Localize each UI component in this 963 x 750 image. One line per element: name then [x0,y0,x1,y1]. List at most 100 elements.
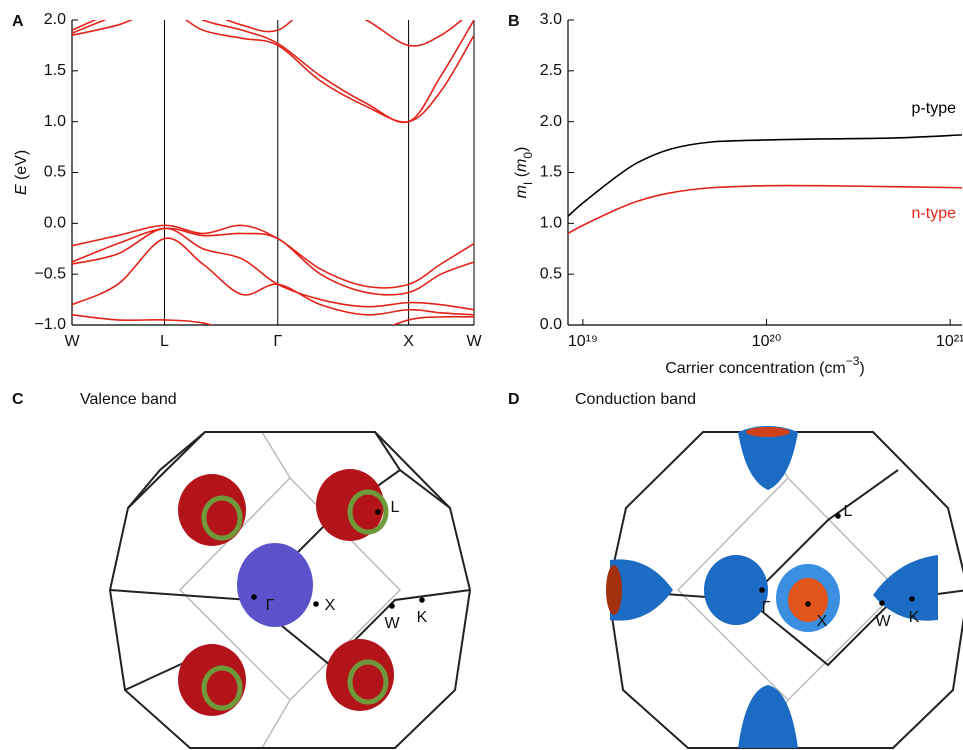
series-line [568,134,962,217]
bz-inner [261,699,291,749]
k-point-label: L [391,499,400,516]
x-tick-label: W [64,333,80,350]
k-point-label: K [417,609,428,626]
bz-valence [108,431,472,749]
pocket-core [746,427,790,437]
pocket-ring [201,665,243,711]
k-point [389,603,395,609]
k-point [375,509,381,515]
y-axis-label: mI (m0) [513,147,535,199]
y-tick-label: 0.0 [540,316,562,333]
bz-edge [607,469,899,602]
pocket-core [606,565,622,615]
pocket-core [788,578,828,622]
y-tick-label: 0.0 [44,215,66,232]
series-line [72,314,474,325]
y-tick-label: −1.0 [34,316,66,333]
bz-conduction [606,426,963,749]
k-point-label: Γ [762,599,771,616]
y-tick-label: 2.0 [44,11,66,28]
x-tick-label: W [466,333,482,350]
y-tick-label: 0.5 [540,265,562,282]
x-tick-label: X [403,333,414,350]
pocket [178,644,246,716]
label-part: E [13,184,30,195]
k-point [909,596,915,602]
x-axis-label: Carrier concentration (cm−3) [665,354,865,377]
k-point [419,597,425,603]
pocket [610,559,673,621]
x-tick-label: 10¹⁹ [568,333,598,350]
y-axis-label: E (eV) [13,150,30,195]
x-tick-label: L [160,333,169,350]
pocket [237,543,313,627]
series-line [72,20,474,124]
x-tick-label: 10²¹ [936,333,963,350]
k-point-label: W [875,613,891,630]
k-point [835,513,841,519]
series-line [72,227,474,296]
y-tick-label: 1.5 [540,164,562,181]
pocket [704,555,768,625]
bz-outline [108,431,472,749]
series-label: n-type [912,205,957,222]
k-point-label: X [817,613,828,630]
label-part: ) [859,360,864,377]
y-tick-label: 1.5 [44,62,66,79]
panel-title: Valence band [80,391,177,408]
y-tick-label: 1.0 [44,113,66,130]
label-part: I [521,182,535,185]
k-point-label: X [325,597,336,614]
series-line [72,224,474,289]
series-line [72,237,474,316]
k-point-label: K [909,609,920,626]
label-part: m [513,159,530,172]
k-point-label: L [844,503,853,520]
x-tick-label: Γ [273,333,282,350]
k-point [805,601,811,607]
pocket [738,685,798,748]
label-part: m [513,185,530,198]
series-line [72,20,474,123]
x-tick-label: 10²⁰ [752,333,782,350]
label-part: ) [513,147,530,152]
pocket [738,426,798,490]
label-part: Carrier concentration (cm [665,360,846,377]
pocket-ring [347,489,389,535]
k-point-label: Γ [266,597,275,614]
series-label: p-type [912,100,957,117]
k-point-label: W [384,615,400,632]
y-tick-label: −0.5 [34,265,66,282]
panel-letter: B [508,13,520,30]
bz-edge [249,589,471,667]
pocket [873,555,938,621]
k-point [251,594,257,600]
panel-letter: A [12,13,24,30]
pocket-ring [201,495,243,541]
series-line [72,20,464,47]
y-tick-label: 3.0 [540,11,562,28]
y-tick-label: 1.0 [540,215,562,232]
y-tick-label: 0.5 [44,164,66,181]
label-part: (eV) [13,150,30,185]
y-tick-label: 2.5 [540,62,562,79]
pocket [326,639,394,711]
panel-title: Conduction band [575,391,696,408]
label-part: −3 [846,354,860,368]
k-point [879,600,885,606]
k-point [313,601,319,607]
label-part: 0 [521,152,535,159]
pocket [178,474,246,546]
y-tick-label: 2.0 [540,113,562,130]
bz-inner [261,431,291,479]
bz-edge [124,659,191,691]
k-point [759,587,765,593]
bz-edge [127,431,206,509]
pocket-ring [347,659,389,705]
series-line [568,184,962,235]
panel-letter: D [508,391,520,408]
label-part: ( [513,171,530,181]
panel-letter: C [12,391,24,408]
